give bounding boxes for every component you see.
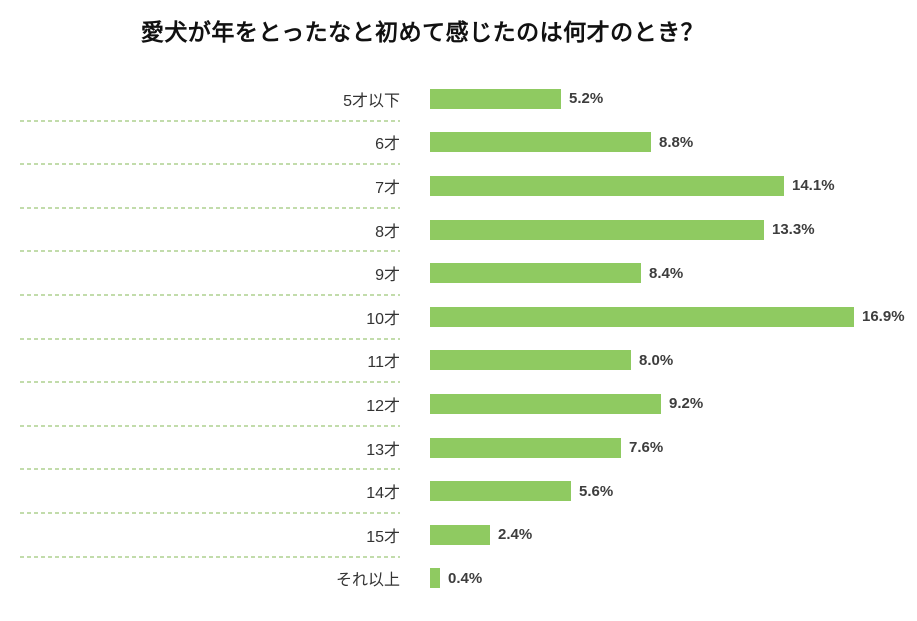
value-label: 8.8% xyxy=(659,133,694,151)
row-separator xyxy=(20,424,400,427)
chart-row: 13才 7.6% xyxy=(0,426,917,471)
chart-title: 愛犬が年をとったなと初めて感じたのは何才のとき？ xyxy=(140,19,705,45)
value-label: 5.2% xyxy=(569,90,604,108)
bar-area: 8.4% xyxy=(430,263,684,284)
row-separator xyxy=(20,250,400,253)
value-label: 2.4% xyxy=(498,526,533,544)
chart-row: 14才 5.6% xyxy=(0,469,917,514)
bar xyxy=(430,350,631,371)
value-label: 5.6% xyxy=(579,482,614,500)
category-label: 11才 xyxy=(367,354,400,372)
value-label: 0.4% xyxy=(448,569,483,587)
chart-row: 7才 14.1% xyxy=(0,164,917,209)
bar xyxy=(430,88,561,109)
category-label: 5才以下 xyxy=(343,92,400,110)
chart-row: 6才 8.8% xyxy=(0,121,917,166)
value-label: 8.0% xyxy=(639,351,674,369)
bar-area: 2.4% xyxy=(430,524,533,545)
bar xyxy=(430,219,764,240)
bar-area: 8.0% xyxy=(430,350,674,371)
category-label: 8才 xyxy=(375,223,400,241)
category-label: それ以上 xyxy=(335,572,400,590)
bar xyxy=(430,524,490,545)
bar-area: 5.6% xyxy=(430,481,614,502)
category-label: 12才 xyxy=(366,397,400,415)
row-separator xyxy=(20,206,400,209)
category-label: 10才 xyxy=(366,310,400,328)
bar xyxy=(430,132,651,153)
value-label: 16.9% xyxy=(862,308,905,326)
bar-area: 9.2% xyxy=(430,393,704,414)
value-label: 8.4% xyxy=(649,264,684,282)
row-separator xyxy=(20,337,400,340)
chart-row: 9才 8.4% xyxy=(0,251,917,296)
bar-area: 14.1% xyxy=(430,175,835,196)
row-separator xyxy=(20,511,400,514)
value-label: 13.3% xyxy=(772,221,815,239)
category-label: 15才 xyxy=(366,528,400,546)
bar xyxy=(430,263,641,284)
chart-row: それ以上 0.4% xyxy=(0,557,917,601)
row-separator xyxy=(20,381,400,384)
chart-row: 11才 8.0% xyxy=(0,339,917,384)
value-label: 7.6% xyxy=(629,439,664,457)
bar-area: 8.8% xyxy=(430,132,694,153)
bar xyxy=(430,481,571,502)
bar-chart: 5才以下 5.2% 6才 8.8% 7才 14.1% 8才 13.3% 9才 8.4% 10才 16.… xyxy=(0,77,917,600)
bar xyxy=(430,437,621,458)
bar xyxy=(430,393,661,414)
chart-row: 5才以下 5.2% xyxy=(0,77,917,122)
chart-row: 12才 9.2% xyxy=(0,382,917,427)
bar-area: 13.3% xyxy=(430,219,815,240)
row-separator xyxy=(20,468,400,471)
value-label: 14.1% xyxy=(792,177,835,195)
bar-area: 16.9% xyxy=(430,306,905,327)
bar-area: 7.6% xyxy=(430,437,664,458)
chart-row: 15才 2.4% xyxy=(0,513,917,558)
chart-row: 10才 16.9% xyxy=(0,295,917,340)
row-separator xyxy=(20,293,400,296)
bar xyxy=(430,306,854,327)
category-label: 9才 xyxy=(375,267,400,285)
row-separator xyxy=(20,119,400,122)
category-label: 13才 xyxy=(366,441,400,459)
bar xyxy=(430,568,440,589)
value-label: 9.2% xyxy=(669,395,704,413)
bar xyxy=(430,175,784,196)
category-label: 7才 xyxy=(375,179,400,197)
bar-area: 5.2% xyxy=(430,88,604,109)
row-separator xyxy=(20,555,400,558)
row-separator xyxy=(20,163,400,166)
chart-row: 8才 13.3% xyxy=(0,208,917,253)
category-label: 6才 xyxy=(375,136,400,154)
bar-area: 0.4% xyxy=(430,568,483,589)
category-label: 14才 xyxy=(366,485,400,503)
